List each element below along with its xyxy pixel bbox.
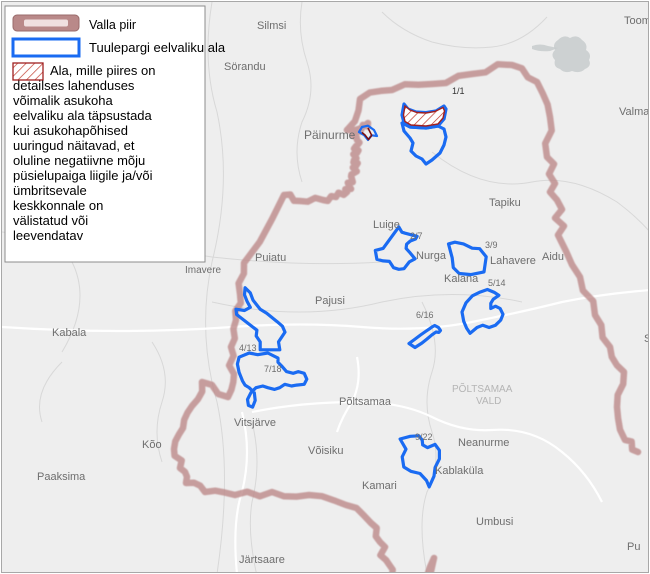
svg-text:4/13: 4/13 (239, 343, 257, 353)
svg-text:Valmas: Valmas (619, 106, 649, 118)
svg-text:Pu: Pu (627, 541, 640, 553)
svg-text:Järtsaare: Järtsaare (239, 554, 285, 566)
svg-text:leevendatav: leevendatav (13, 228, 84, 243)
svg-text:Põltsamaa: Põltsamaa (339, 396, 392, 408)
svg-text:2/7: 2/7 (410, 231, 423, 241)
svg-text:Sac: Sac (644, 333, 649, 345)
svg-text:Kablaküla: Kablaküla (435, 465, 484, 477)
svg-text:eelvaliku ala täpsustada: eelvaliku ala täpsustada (13, 108, 153, 123)
svg-text:Neanurme: Neanurme (458, 437, 509, 449)
svg-text:Võisiku: Võisiku (308, 445, 343, 457)
svg-text:VALD: VALD (476, 396, 501, 407)
svg-text:Lahavere: Lahavere (490, 255, 536, 267)
svg-text:Vitsjärve: Vitsjärve (234, 417, 276, 429)
svg-text:Luige: Luige (373, 219, 400, 231)
svg-text:3/9: 3/9 (485, 240, 498, 250)
svg-text:Umbusi: Umbusi (476, 516, 513, 528)
svg-text:Valla piir: Valla piir (89, 18, 136, 32)
svg-text:välistatud või: välistatud või (13, 213, 88, 228)
svg-text:Sörandu: Sörandu (224, 61, 266, 73)
svg-text:detailses lahenduses: detailses lahenduses (13, 78, 135, 93)
svg-text:Imavere: Imavere (185, 265, 222, 276)
svg-text:7/18: 7/18 (264, 364, 282, 374)
svg-text:Tuulepargi eelvaliku ala: Tuulepargi eelvaliku ala (89, 40, 226, 55)
svg-text:Tooma: Tooma (624, 15, 649, 27)
svg-text:Kõo: Kõo (142, 439, 162, 451)
svg-text:Aidu: Aidu (542, 251, 564, 263)
svg-text:uuringud näitavad, et: uuringud näitavad, et (13, 138, 135, 153)
svg-text:püsielupaiga liigile ja/või: püsielupaiga liigile ja/või (13, 168, 153, 183)
svg-text:keskkonnale on: keskkonnale on (13, 198, 103, 213)
svg-text:Silmsi: Silmsi (257, 20, 286, 32)
svg-text:9/22: 9/22 (415, 432, 433, 442)
svg-text:6/16: 6/16 (416, 310, 434, 320)
svg-text:Tapiku: Tapiku (489, 197, 521, 209)
svg-text:Nurga: Nurga (416, 250, 447, 262)
svg-text:kui asukohapõhised: kui asukohapõhised (13, 123, 128, 138)
svg-text:Paaksima: Paaksima (37, 471, 86, 483)
svg-text:ümbritsevale: ümbritsevale (13, 183, 87, 198)
svg-text:1/1: 1/1 (452, 86, 465, 96)
svg-text:oluline negatiivne mõju: oluline negatiivne mõju (13, 153, 145, 168)
svg-text:Kabala: Kabala (52, 327, 87, 339)
svg-text:Päinurme: Päinurme (304, 128, 356, 142)
svg-text:5/14: 5/14 (488, 278, 506, 288)
svg-text:PÕLTSAMAA: PÕLTSAMAA (452, 382, 513, 395)
svg-text:Kamari: Kamari (362, 480, 397, 492)
svg-text:Kalana: Kalana (444, 273, 479, 285)
svg-text:Ala, mille piires on: Ala, mille piires on (50, 63, 156, 78)
svg-text:võimalik asukoha: võimalik asukoha (13, 93, 113, 108)
svg-text:Pajusi: Pajusi (315, 295, 345, 307)
svg-text:Puiatu: Puiatu (255, 252, 286, 264)
